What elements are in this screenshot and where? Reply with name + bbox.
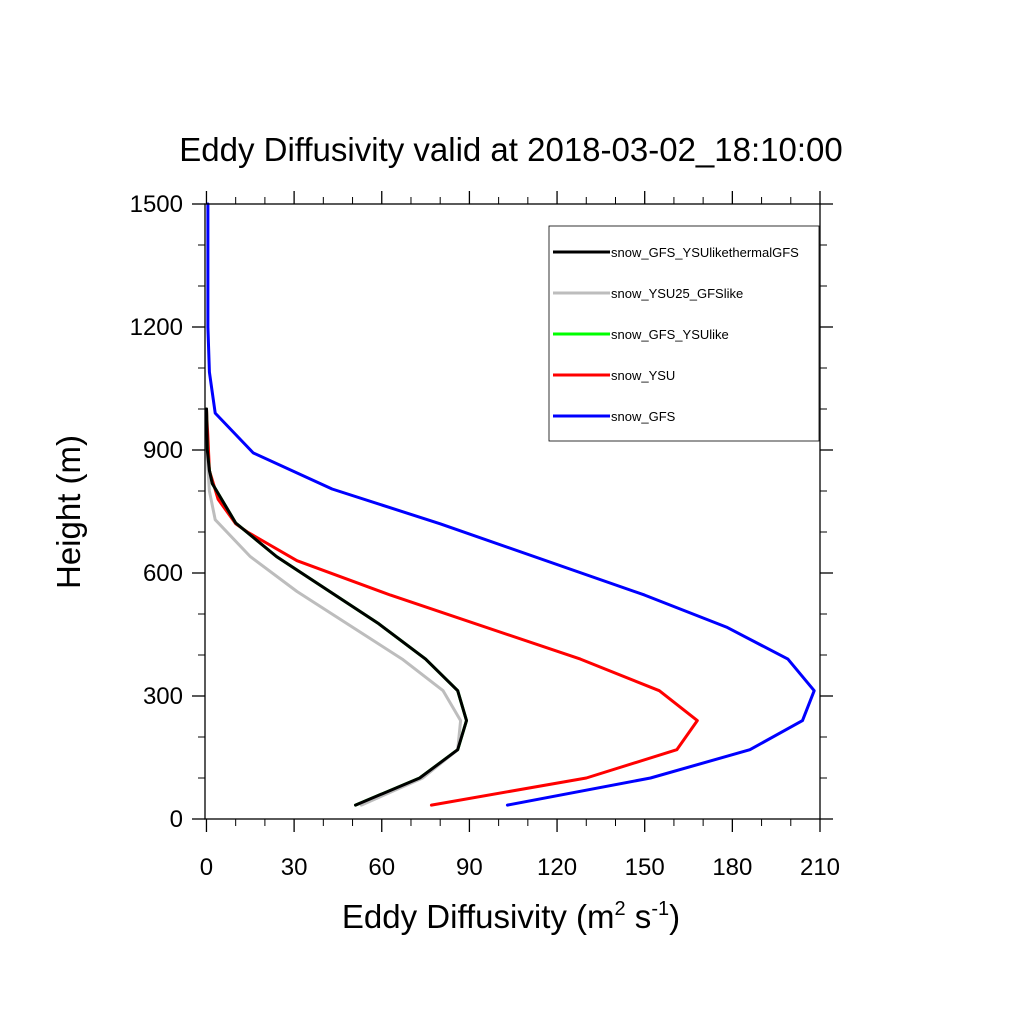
x-axis-label-end: ) [669,898,680,935]
legend-label: snow_GFS_YSUlikethermalGFS [611,245,799,260]
x-axis-label-main: Eddy Diffusivity (m [342,898,615,935]
chart-title: Eddy Diffusivity valid at 2018-03-02_18:… [179,131,842,168]
y-axis-label: Height (m) [50,435,87,589]
y-tick-label: 1200 [130,314,183,341]
series-line-snow_GFS [206,202,816,807]
legend: snow_GFS_YSUlikethermalGFS snow_YSU25_GFS… [548,225,820,442]
x-tick-label: 90 [456,854,483,881]
legend-label: snow_YSU [611,368,675,383]
x-axis-label: Eddy Diffusivity (m2 s-1) [342,898,680,935]
legend-label: snow_GFS [611,409,676,424]
plot-frame [204,203,821,820]
series-line-snow_GFS_YSUlikethermalGFS [205,407,468,807]
x-tick-label: 30 [281,854,308,881]
y-tick-label: 0 [170,806,183,833]
series-line-snow_YSU [205,407,699,807]
x-tick-label: 150 [625,854,665,881]
y-tick-label: 900 [143,437,183,464]
y-tick-label: 600 [143,560,183,587]
x-axis-label-sup1: 2 [615,898,626,920]
x-tick-label: 210 [800,854,840,881]
x-axis-label-sup2: -1 [651,898,669,920]
legend-label: snow_YSU25_GFSlike [611,286,743,301]
x-tick-label: 0 [200,854,213,881]
y-tick-label: 1500 [130,191,183,218]
axis-ticks: 0 30 60 90 120 150 180 210 0 300 600 900 1200 1500 [130,191,840,881]
x-tick-label: 180 [712,854,752,881]
series-layer [205,202,816,807]
x-tick-label: 60 [368,854,395,881]
x-tick-label: 120 [537,854,577,881]
legend-label: snow_GFS_YSUlike [611,327,729,342]
x-axis-label-mid: s [626,898,652,935]
y-tick-label: 300 [143,683,183,710]
